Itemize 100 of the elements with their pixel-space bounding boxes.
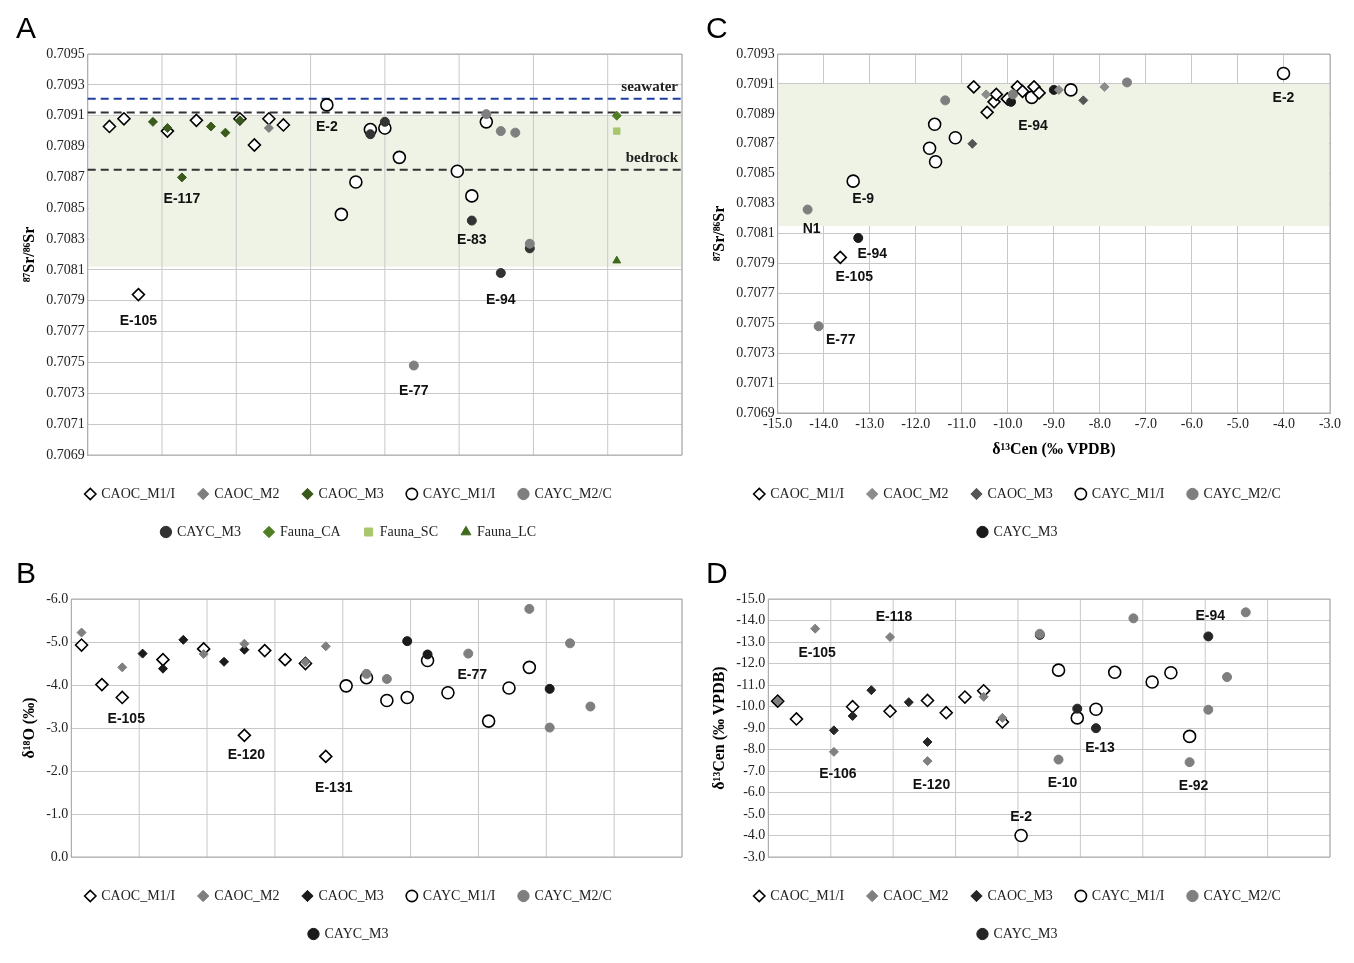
y-tick-label: 0.7095 (46, 45, 85, 61)
y-tick-label: 0.7085 (736, 165, 775, 181)
y-tick-label: -13.0 (736, 633, 766, 649)
y-tick-label: 0.7079 (46, 292, 85, 308)
legend-label: CAOC_M1/I (101, 887, 176, 903)
y-tick-label: -3.0 (46, 719, 69, 735)
annotation: E-77 (825, 331, 856, 348)
annotation: E-94 (1018, 116, 1049, 133)
chart-title: D (706, 556, 728, 590)
x-tick-label: -14.0 (809, 416, 839, 432)
y-tick-label: -4.0 (743, 827, 766, 843)
legend-label: CAYC_M3 (993, 925, 1058, 941)
legend-label: CAYC_M3 (324, 925, 389, 941)
chart-title: A (16, 11, 37, 45)
y-tick-label: -9.0 (743, 719, 766, 735)
y-tick-label: 0.7077 (46, 323, 85, 339)
y-tick-label: 0.7081 (736, 225, 775, 241)
legend-label: CAOC_M1/I (770, 485, 845, 501)
y-tick-label: 0.7087 (46, 169, 85, 185)
x-tick-label: -12.0 (901, 416, 931, 432)
x-tick-label: -8.0 (1088, 416, 1111, 432)
legend-label: CAYC_M2/C (1203, 485, 1281, 501)
x-tick-label: -10.0 (993, 416, 1023, 432)
annotation: E-94 (486, 290, 516, 307)
annotation: E-2 (1010, 808, 1033, 825)
legend-label: CAYC_M1/I (1091, 485, 1165, 501)
x-tick-label: -4.0 (1272, 416, 1296, 432)
legend-label: CAYC_M3 (993, 523, 1058, 539)
y-tick-label: 0.7073 (736, 344, 775, 360)
y-tick-label: -8.0 (743, 741, 766, 757)
legend-label: CAOC_M3 (987, 485, 1053, 501)
y-tick-label: -14.0 (736, 612, 766, 628)
x-tick-label: -15.0 (763, 416, 793, 432)
y-tick-label: 0.7071 (736, 374, 775, 390)
chart-title: C (706, 11, 728, 45)
y-tick-label: -4.0 (46, 676, 69, 692)
x-tick-label: -5.0 (1226, 416, 1250, 432)
annotation: N1 (802, 220, 821, 237)
legend-label: Fauna_SC (379, 523, 438, 539)
annotation: E-92 (1178, 777, 1209, 794)
y-tick-label: -5.0 (46, 633, 69, 649)
annotation: E-117 (163, 190, 201, 207)
y-axis-title: δ¹⁸O (‰) (19, 697, 38, 759)
annotation: E-118 (875, 607, 913, 624)
x-tick-label: -7.0 (1134, 416, 1157, 432)
legend-label: CAOC_M1/I (770, 887, 845, 903)
y-tick-label: -3.0 (743, 848, 766, 864)
ref-line-label: bedrock (625, 149, 679, 166)
chart-title: B (16, 556, 37, 590)
annotation: E-105 (835, 268, 874, 285)
y-tick-label: 0.7081 (46, 261, 85, 277)
annotation: E-94 (857, 244, 888, 261)
annotation: E-105 (107, 710, 146, 727)
y-tick-label: 0.7077 (736, 285, 775, 301)
annotation: E-9 (852, 190, 875, 207)
y-tick-label: -2.0 (46, 762, 69, 778)
annotation: E-105 (798, 643, 837, 660)
y-tick-label: 0.7083 (736, 195, 775, 211)
y-tick-label: 0.7089 (736, 105, 775, 121)
y-tick-label: -1.0 (46, 805, 69, 821)
legend-label: CAOC_M2 (214, 485, 280, 501)
annotation: E-120 (912, 775, 951, 792)
y-tick-label: 0.7089 (46, 138, 85, 154)
x-tick-label: -11.0 (947, 416, 977, 432)
legend-label: CAYC_M2/C (534, 485, 612, 501)
legend-label: CAOC_M3 (318, 887, 384, 903)
legend-label: Fauna_LC (476, 523, 537, 539)
annotation: E-2 (1272, 89, 1295, 106)
annotation: E-106 (819, 764, 857, 781)
annotation: E-120 (227, 746, 266, 763)
y-tick-label: -7.0 (743, 762, 766, 778)
y-tick-label: -11.0 (736, 676, 766, 692)
annotation: E-10 (1047, 774, 1078, 791)
x-tick-label: -3.0 (1318, 416, 1342, 432)
annotation: E-83 (457, 231, 487, 248)
y-tick-label: 0.7091 (46, 107, 85, 123)
y-tick-label: 0.7093 (46, 76, 85, 92)
legend-label: Fauna_CA (279, 523, 342, 539)
annotation: E-94 (1195, 607, 1226, 624)
y-tick-label: 0.7071 (46, 415, 85, 431)
annotation: E-2 (315, 117, 338, 134)
y-tick-label: -6.0 (743, 784, 766, 800)
y-tick-label: 0.7075 (46, 354, 85, 370)
y-tick-label: 0.0 (50, 848, 69, 864)
x-tick-label: -6.0 (1180, 416, 1204, 432)
x-tick-label: -9.0 (1042, 416, 1065, 432)
legend-label: CAYC_M2/C (534, 887, 612, 903)
y-tick-label: -12.0 (736, 655, 766, 671)
legend-label: CAYC_M1/I (422, 887, 496, 903)
legend-label: CAOC_M2 (214, 887, 280, 903)
y-tick-label: 0.7091 (736, 75, 775, 91)
legend-label: CAYC_M2/C (1203, 887, 1281, 903)
ref-line-label: seawater (621, 78, 679, 95)
y-tick-label: -15.0 (736, 590, 766, 606)
legend-label: CAYC_M1/I (1091, 887, 1165, 903)
y-axis-title: ⁸⁷Sr/⁸⁶Sr (19, 226, 37, 283)
legend-label: CAOC_M2 (883, 887, 949, 903)
annotation: E-13 (1085, 739, 1115, 756)
y-axis-title: δ¹³Cen (‰ VPDB) (709, 666, 728, 790)
legend-label: CAOC_M2 (883, 485, 949, 501)
